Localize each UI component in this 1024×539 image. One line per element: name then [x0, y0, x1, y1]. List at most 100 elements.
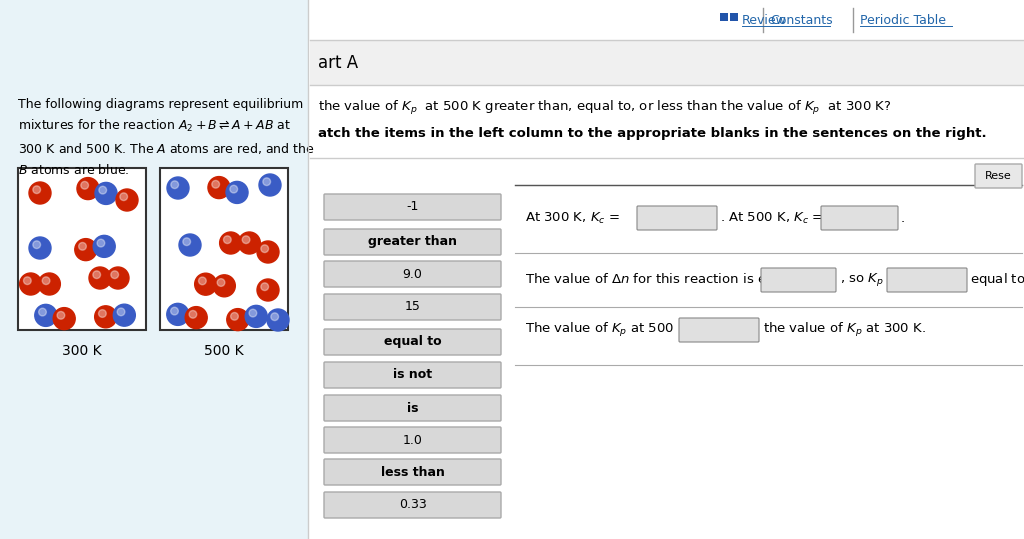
Circle shape: [230, 313, 239, 320]
Text: At 300 K, $K_c$ =: At 300 K, $K_c$ =: [525, 210, 621, 225]
Circle shape: [93, 236, 116, 258]
Circle shape: [267, 309, 289, 331]
Bar: [730, 13, 738, 21]
Text: 300 K: 300 K: [62, 344, 101, 358]
FancyBboxPatch shape: [324, 395, 501, 421]
Text: is: is: [407, 402, 418, 414]
Circle shape: [98, 310, 106, 317]
Circle shape: [111, 271, 119, 279]
Circle shape: [217, 279, 225, 286]
Circle shape: [229, 185, 238, 193]
Circle shape: [261, 283, 268, 291]
Text: is not: is not: [393, 369, 432, 382]
Text: Review: Review: [742, 13, 786, 26]
Text: equal to $K_c$: equal to $K_c$: [970, 272, 1024, 288]
Circle shape: [117, 308, 125, 316]
Circle shape: [35, 305, 56, 327]
Circle shape: [53, 308, 75, 330]
Circle shape: [223, 236, 231, 244]
Text: .: .: [901, 211, 905, 225]
Circle shape: [195, 273, 217, 295]
Text: art A: art A: [318, 54, 358, 72]
Text: atch the items in the left column to the appropriate blanks in the sentences on : atch the items in the left column to the…: [318, 127, 987, 140]
Bar: [0, 0, 308, 539]
FancyBboxPatch shape: [975, 164, 1022, 188]
Circle shape: [97, 239, 104, 247]
Circle shape: [120, 193, 128, 201]
Circle shape: [199, 277, 206, 285]
Circle shape: [226, 182, 248, 203]
Text: , so $K_p$: , so $K_p$: [840, 272, 884, 288]
Circle shape: [226, 309, 249, 330]
Circle shape: [33, 186, 41, 194]
FancyBboxPatch shape: [324, 294, 501, 320]
Circle shape: [271, 313, 279, 321]
Text: The value of $K_p$ at 500 K is: The value of $K_p$ at 500 K is: [525, 321, 702, 339]
Text: equal to: equal to: [384, 335, 441, 349]
Circle shape: [116, 189, 138, 211]
Text: less than: less than: [381, 466, 444, 479]
FancyBboxPatch shape: [324, 329, 501, 355]
Circle shape: [212, 181, 219, 188]
Bar: [310, 85, 1024, 160]
Circle shape: [57, 312, 65, 319]
Circle shape: [95, 182, 117, 204]
Bar: [720, 13, 728, 21]
Circle shape: [239, 232, 260, 254]
Circle shape: [39, 308, 46, 316]
FancyBboxPatch shape: [324, 427, 501, 453]
Text: Constants: Constants: [770, 13, 833, 26]
Text: The following diagrams represent equilibrium
mixtures for the reaction $A_2 + B : The following diagrams represent equilib…: [18, 98, 314, 177]
Circle shape: [24, 277, 31, 285]
Circle shape: [261, 245, 268, 253]
Text: The value of $\Delta n$ for this reaction is equal to: The value of $\Delta n$ for this reactio…: [525, 272, 813, 288]
Bar: [310, 0, 1024, 40]
Circle shape: [94, 306, 117, 328]
Circle shape: [243, 236, 250, 244]
Circle shape: [167, 177, 189, 199]
Text: the value of $K_p$ at 300 K.: the value of $K_p$ at 300 K.: [763, 321, 926, 339]
Circle shape: [213, 275, 236, 297]
FancyBboxPatch shape: [324, 459, 501, 485]
Circle shape: [42, 277, 50, 285]
Circle shape: [81, 182, 88, 189]
Circle shape: [167, 303, 188, 326]
FancyBboxPatch shape: [637, 206, 717, 230]
Text: Rese: Rese: [985, 171, 1012, 181]
Circle shape: [208, 177, 230, 198]
Circle shape: [29, 182, 51, 204]
Circle shape: [33, 241, 41, 248]
FancyBboxPatch shape: [679, 318, 759, 342]
Circle shape: [99, 186, 106, 194]
Circle shape: [38, 273, 60, 295]
Circle shape: [114, 304, 135, 326]
Circle shape: [93, 271, 100, 279]
Circle shape: [189, 310, 197, 318]
Circle shape: [171, 181, 178, 189]
Circle shape: [89, 267, 111, 289]
FancyBboxPatch shape: [324, 362, 501, 388]
Text: 9.0: 9.0: [402, 267, 423, 280]
Circle shape: [220, 232, 242, 254]
FancyBboxPatch shape: [324, 194, 501, 220]
Circle shape: [185, 307, 207, 329]
Text: the value of $K_p$  at 500 K greater than, equal to, or less than the value of $: the value of $K_p$ at 500 K greater than…: [318, 99, 891, 117]
Circle shape: [29, 237, 51, 259]
Text: . At 500 K, $K_c$ =: . At 500 K, $K_c$ =: [720, 210, 823, 225]
Text: 0.33: 0.33: [398, 499, 426, 512]
FancyBboxPatch shape: [887, 268, 967, 292]
FancyBboxPatch shape: [324, 261, 501, 287]
FancyBboxPatch shape: [324, 492, 501, 518]
FancyBboxPatch shape: [761, 268, 836, 292]
Circle shape: [257, 241, 279, 263]
Circle shape: [245, 306, 267, 327]
Text: 15: 15: [404, 301, 421, 314]
Text: 1.0: 1.0: [402, 433, 423, 446]
Circle shape: [183, 238, 190, 246]
Circle shape: [179, 234, 201, 256]
Circle shape: [259, 174, 281, 196]
Circle shape: [171, 307, 178, 315]
Bar: [18, 168, 146, 330]
Circle shape: [79, 243, 86, 250]
Circle shape: [77, 177, 99, 199]
